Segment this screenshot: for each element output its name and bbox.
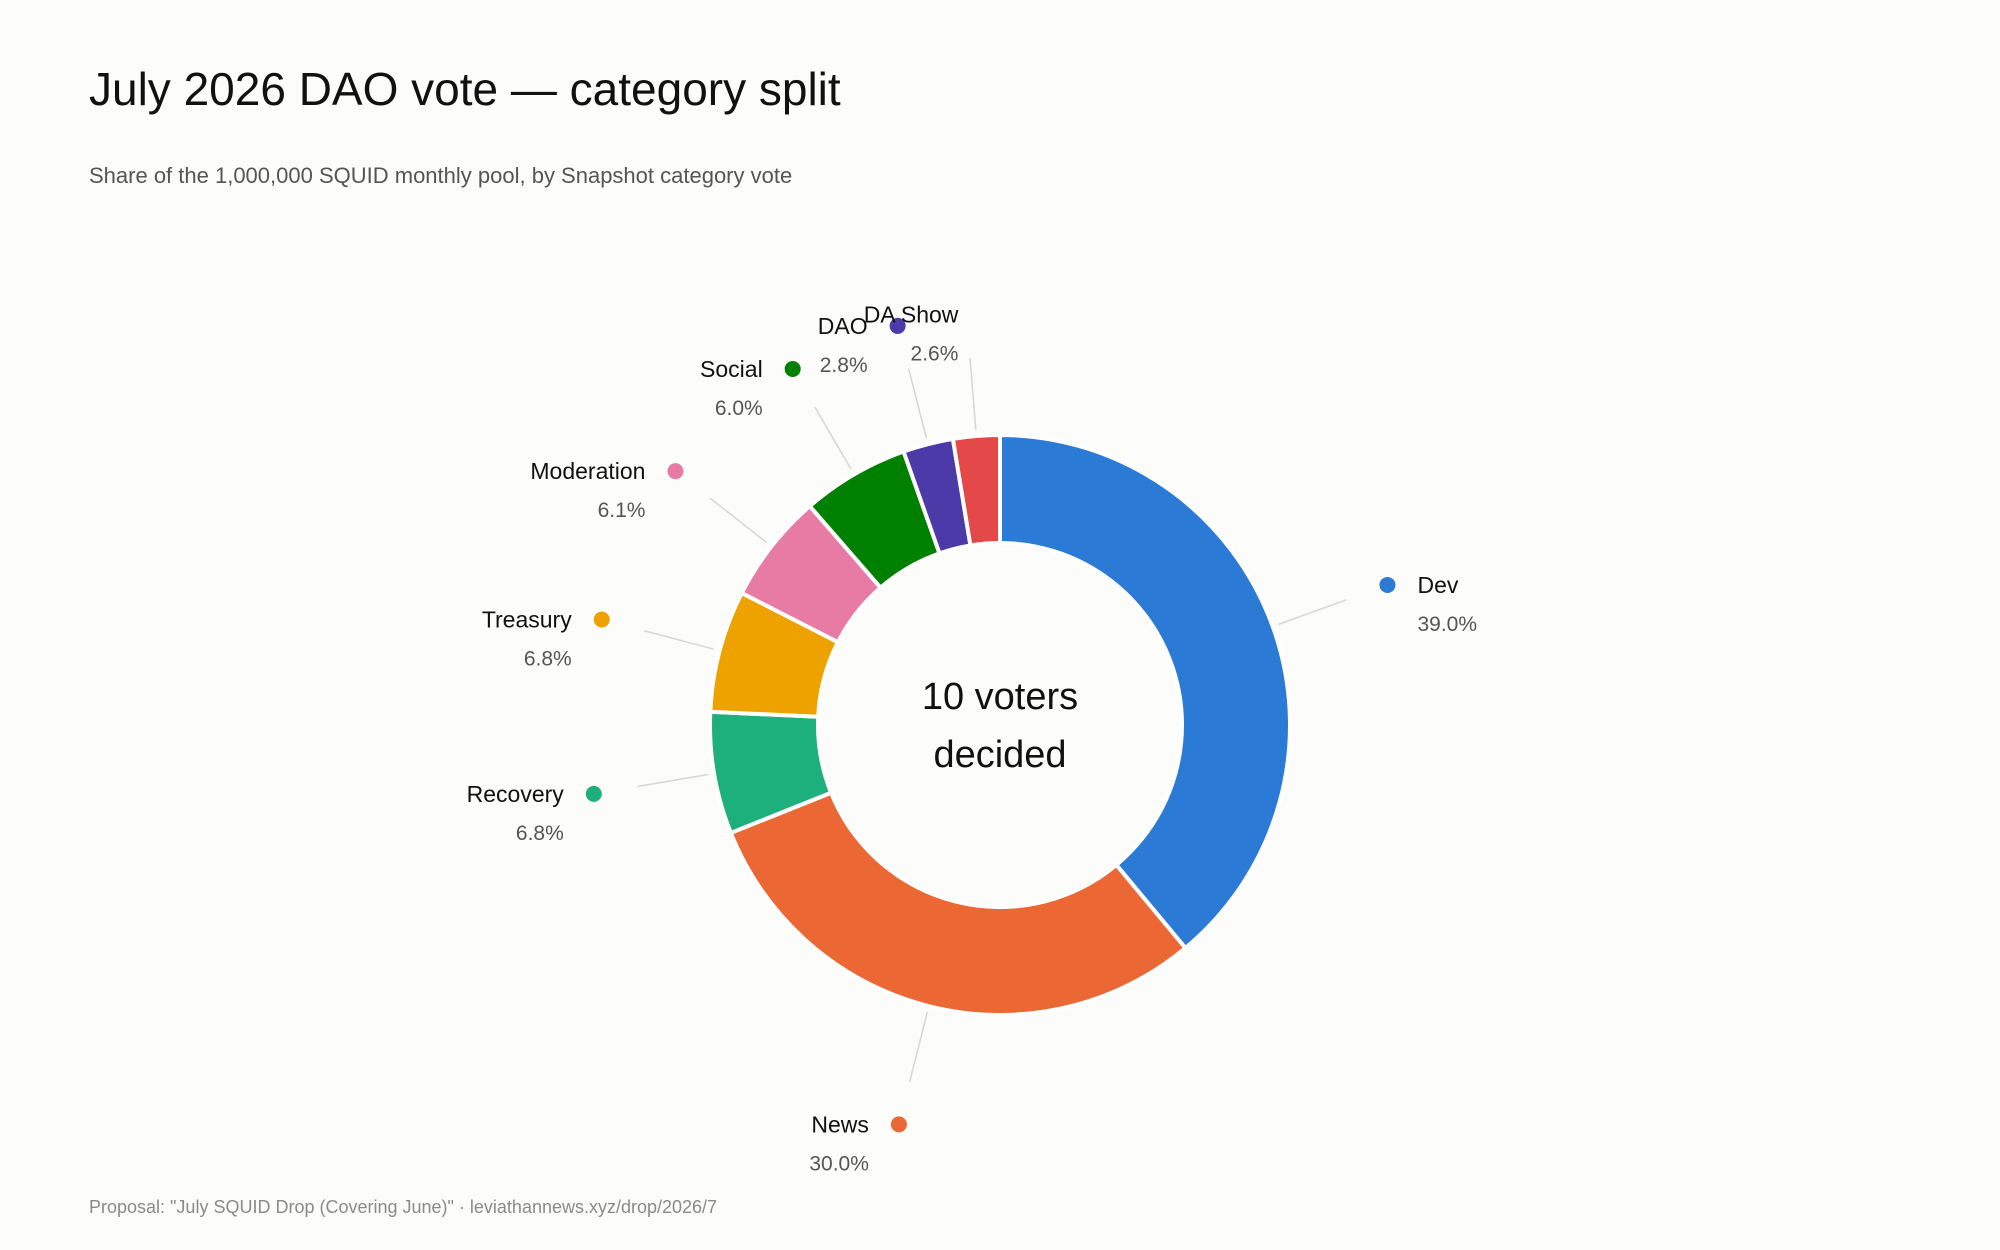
label-dot-moderation (667, 463, 684, 480)
leader-line-da-show (969, 358, 977, 431)
label-dot-dev (1379, 576, 1396, 593)
label-value-da-show: 2.6% (911, 342, 959, 365)
proposal-footnote: Proposal: "July SQUID Drop (Covering Jun… (89, 1197, 718, 1217)
center-label-line-2: decided (933, 734, 1066, 776)
label-name-moderation: Moderation (530, 458, 645, 484)
slice-da-show (950, 433, 1002, 548)
label-dot-treasury (593, 611, 610, 628)
label-value-dao: 2.8% (820, 354, 868, 377)
label-leader-lines (637, 358, 1347, 1082)
label-dot-dao (889, 317, 906, 334)
leader-line-recovery (637, 773, 709, 788)
slice-news (728, 790, 1188, 1017)
label-value-recovery: 6.8% (516, 822, 564, 845)
leader-line-moderation (709, 497, 768, 544)
slice-dev (998, 433, 1292, 950)
leader-line-dev (1278, 599, 1347, 626)
label-name-dev: Dev (1417, 572, 1458, 598)
label-value-dev: 39.0% (1417, 613, 1477, 636)
leader-line-dao (907, 368, 928, 439)
label-value-treasury: 6.8% (524, 648, 572, 671)
donut-slices (708, 433, 1292, 1017)
slice-labels: Dev 39.0% News 30.0% Recovery 6.8% Treasury 6.8… (467, 301, 1477, 1175)
label-dot-recovery (585, 785, 602, 802)
label-dot-news (890, 1116, 907, 1133)
label-name-dao: DAO (818, 313, 868, 339)
chart-title: July 2026 DAO vote — category split (89, 63, 841, 115)
donut-center: 10 voters decided (922, 676, 1078, 776)
label-name-treasury: Treasury (482, 607, 572, 633)
label-value-moderation: 6.1% (598, 499, 646, 522)
leader-line-social (814, 406, 852, 470)
center-label-line-1: 10 voters (922, 676, 1078, 718)
chart-subtitle: Share of the 1,000,000 SQUID monthly poo… (89, 163, 793, 188)
label-name-da-show: DA Show (864, 301, 959, 327)
leader-line-news (908, 1011, 929, 1082)
label-value-news: 30.0% (809, 1152, 869, 1175)
label-name-news: News (811, 1111, 869, 1137)
label-dot-social (784, 360, 801, 377)
label-name-recovery: Recovery (467, 781, 565, 807)
label-value-social: 6.0% (715, 397, 763, 420)
label-name-social: Social (700, 356, 763, 382)
leader-line-treasury (644, 630, 715, 650)
